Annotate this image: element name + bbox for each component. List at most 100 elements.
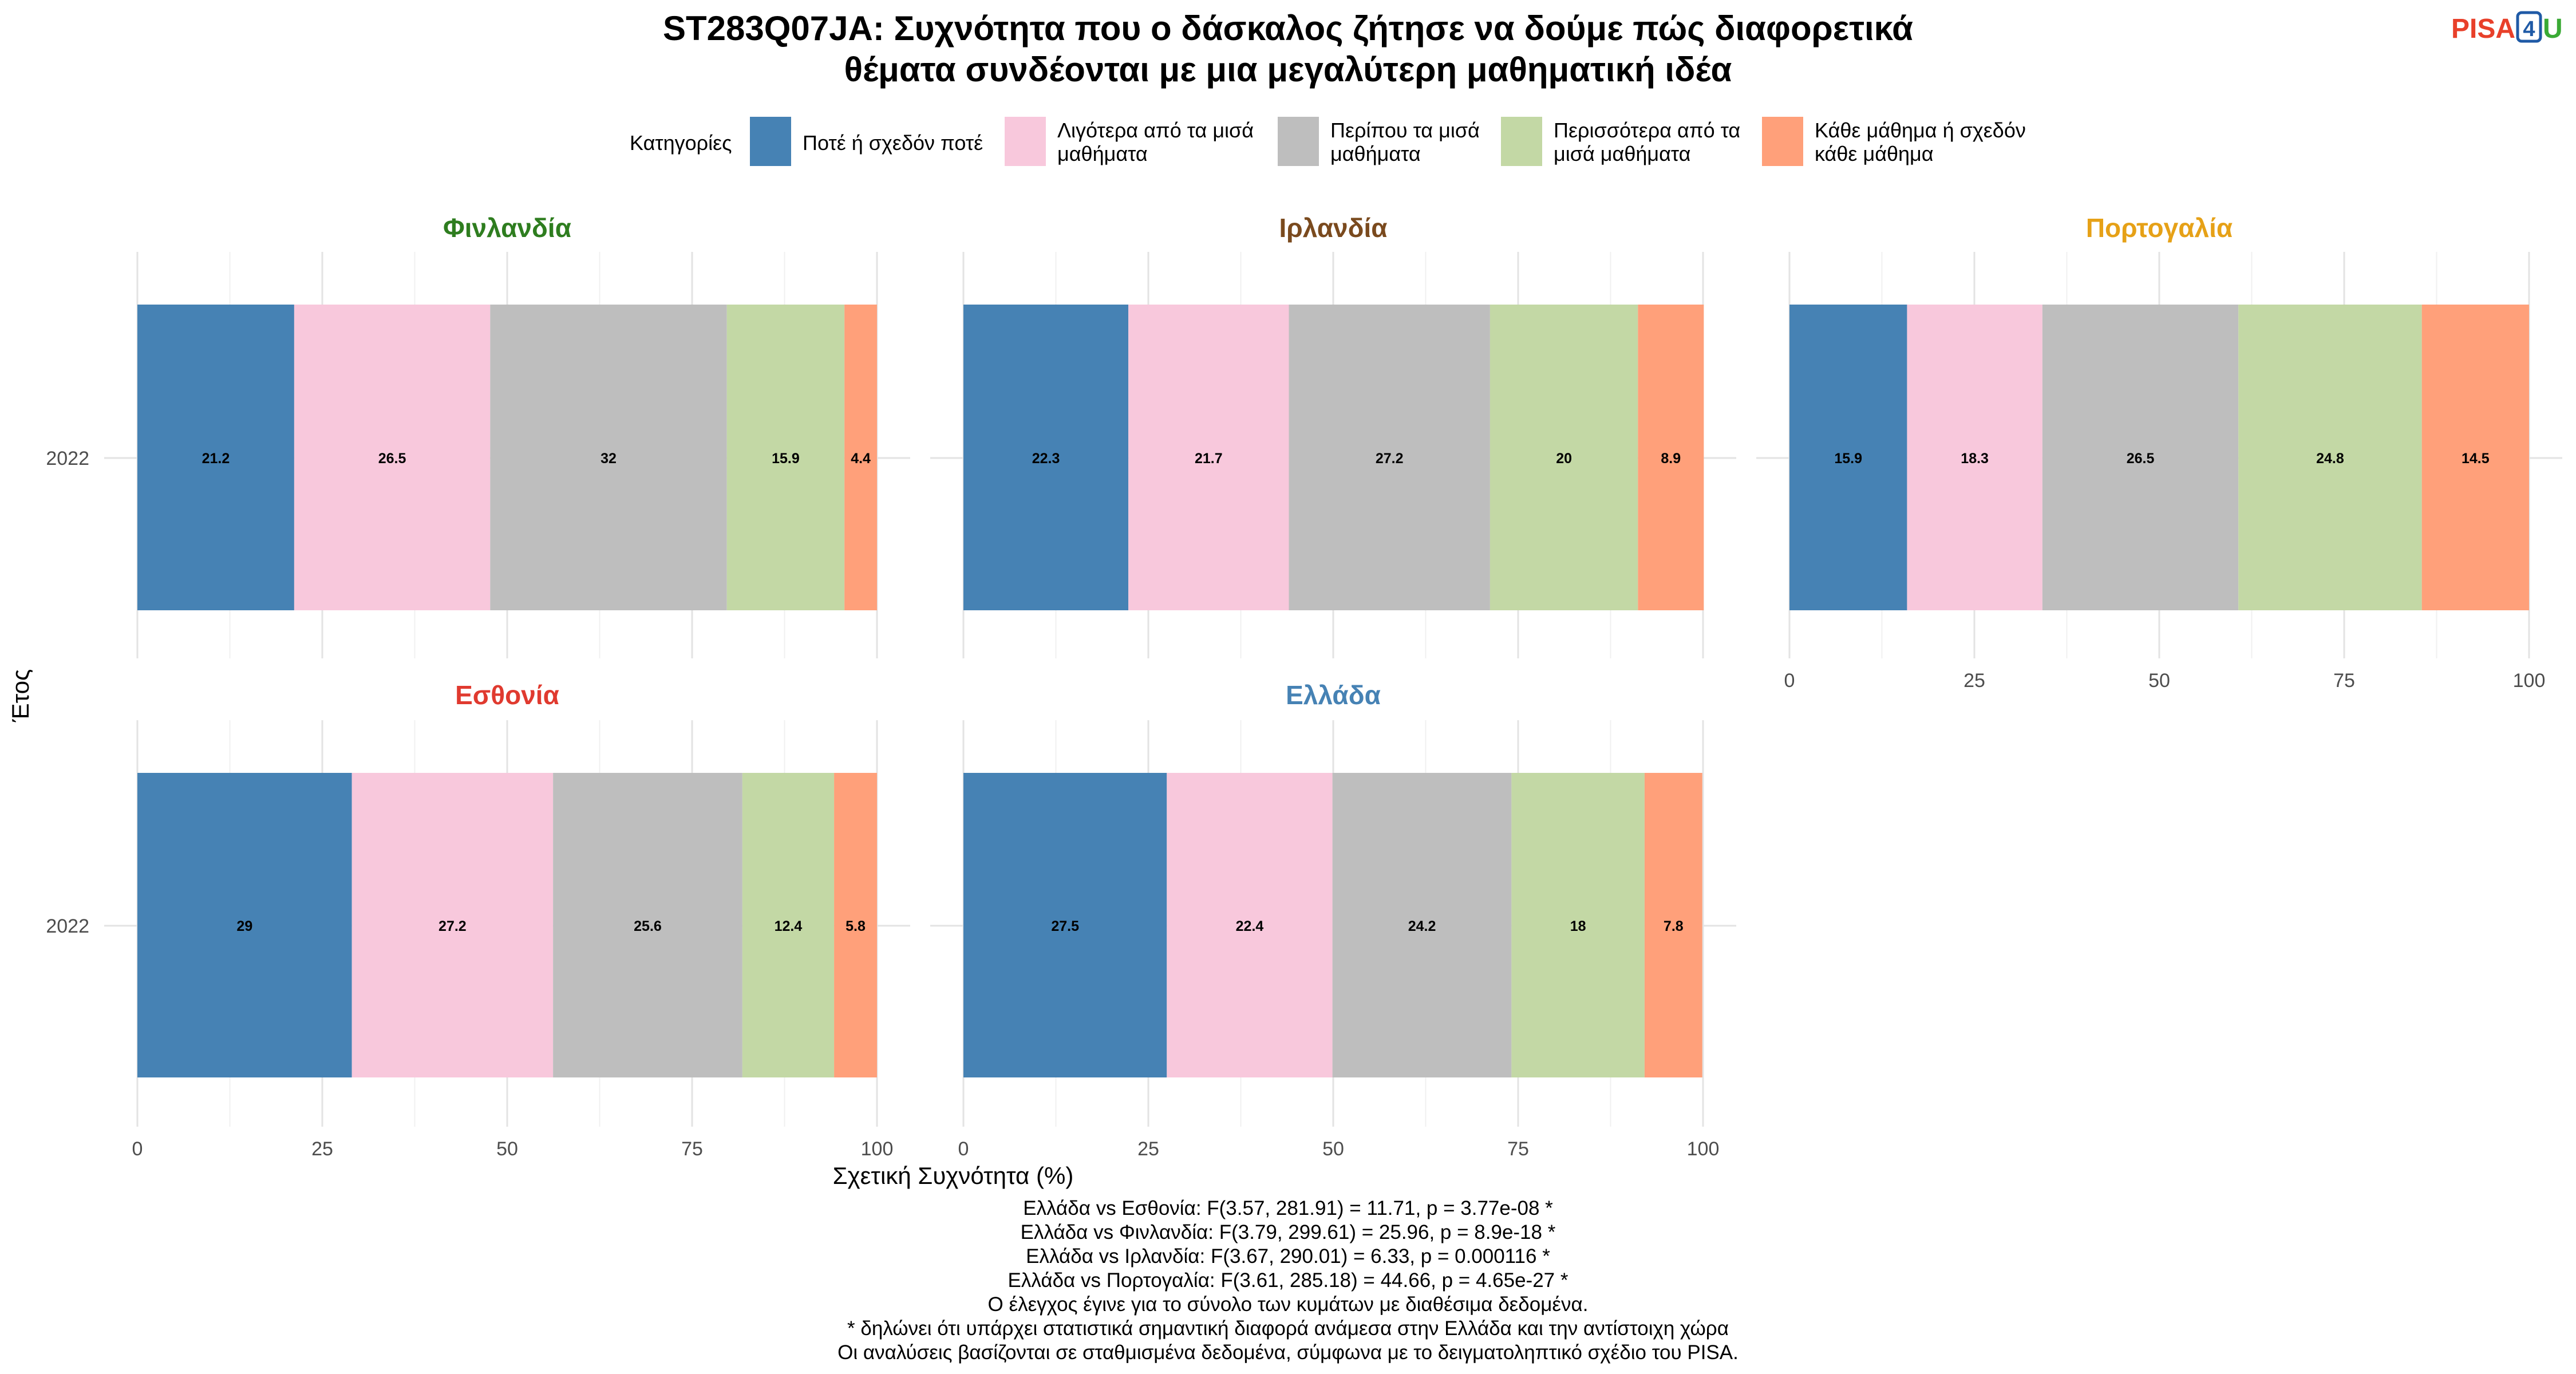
x-tick-label: 75	[1507, 1138, 1529, 1160]
bar-segment	[294, 305, 491, 610]
legend-label: κάθε μάθημα	[1815, 142, 1934, 165]
legend-label: Λιγότερα από τα μισά	[1057, 119, 1254, 142]
bar-segment	[1289, 305, 1490, 610]
x-tick-label: 0	[1784, 670, 1795, 692]
x-tick-label: 50	[2148, 670, 2170, 692]
x-tick-label: 75	[681, 1138, 703, 1160]
bar-value-label: 5.8	[846, 918, 866, 934]
x-tick-label: 0	[132, 1138, 143, 1160]
x-tick-label: 50	[1322, 1138, 1344, 1160]
bar-value-label: 22.3	[1032, 451, 1060, 467]
bar-value-label: 24.2	[1408, 918, 1436, 934]
bar-value-label: 20	[1556, 451, 1572, 467]
x-tick-label: 100	[1687, 1138, 1720, 1160]
facet-title: Εσθονία	[455, 680, 559, 710]
x-tick-label: 25	[311, 1138, 333, 1160]
bar-value-label: 7.8	[1664, 918, 1684, 934]
legend-swatch	[1278, 117, 1319, 166]
bar-value-label: 26.5	[2127, 451, 2155, 467]
footer-line: Ελλάδα vs Ιρλανδία: F(3.67, 290.01) = 6.…	[1026, 1245, 1550, 1268]
legend-label: Περισσότερα από τα	[1554, 119, 1740, 142]
footer-notes: Ελλάδα vs Εσθονία: F(3.57, 281.91) = 11.…	[837, 1197, 1739, 1364]
legend-title: Κατηγορίες	[630, 131, 732, 155]
bar-segment	[844, 305, 877, 610]
bar-value-label: 8.9	[1661, 451, 1681, 467]
facet-title: Φινλανδία	[443, 213, 571, 243]
bar-value-label: 18.3	[1961, 451, 1989, 467]
legend-swatch	[750, 117, 791, 166]
bar-value-label: 25.6	[634, 918, 662, 934]
bar-segment	[963, 305, 1129, 610]
bar-segment	[2238, 305, 2422, 610]
x-tick-label: 75	[2333, 670, 2355, 692]
bar-value-label: 12.4	[775, 918, 803, 934]
bar-value-label: 22.4	[1236, 918, 1264, 934]
x-tick-label: 50	[496, 1138, 518, 1160]
bar-value-label: 27.2	[1376, 451, 1404, 467]
bar-segment	[137, 773, 352, 1077]
bar-value-label: 29	[236, 918, 252, 934]
bar-value-label: 15.9	[1834, 451, 1862, 467]
bar-value-label: 14.5	[2462, 451, 2490, 467]
legend-label: Κάθε μάθημα ή σχεδόν	[1815, 119, 2026, 142]
logo-number-box	[2516, 11, 2542, 43]
x-tick-label: 25	[1137, 1138, 1159, 1160]
x-tick-label: 100	[861, 1138, 894, 1160]
legend: Κατηγορίες Ποτέ ή σχεδόν ποτέ Λιγότερα από…	[630, 117, 2026, 166]
footer-line: Οι αναλύσεις βασίζονται σε σταθμισμένα δ…	[837, 1341, 1739, 1364]
legend-label: μισά μαθήματα	[1554, 142, 1690, 165]
footer-line: Ελλάδα vs Εσθονία: F(3.57, 281.91) = 11.…	[1023, 1197, 1553, 1219]
facet-title: Ελλάδα	[1286, 680, 1381, 710]
facet-panel: Φινλανδία 2022 21.2 26.5 32 15.9 4.4	[46, 213, 910, 658]
legend-swatch	[1501, 117, 1542, 166]
legend-swatch	[1762, 117, 1803, 166]
bar-value-label: 32	[600, 451, 617, 467]
bar-segment	[1167, 773, 1333, 1077]
bar-value-label: 15.9	[772, 451, 800, 467]
bar-value-label: 21.2	[202, 451, 230, 467]
y-tick-label: 2022	[46, 915, 89, 937]
bar-segment	[742, 773, 835, 1077]
chart-title-line2: θέματα συνδέονται με μια μεγαλύτερη μαθη…	[844, 50, 1732, 89]
bar-segment	[1638, 305, 1704, 610]
pisa4u-logo: PISA 4 U	[2451, 11, 2563, 44]
x-tick-label: 100	[2513, 670, 2546, 692]
facet-title: Πορτογαλία	[2086, 213, 2233, 243]
bar-value-label: 4.4	[851, 451, 871, 467]
legend-label: Ποτέ ή σχεδόν ποτέ	[803, 131, 983, 155]
facet-panels: Φινλανδία 2022 21.2 26.5 32 15.9 4.4 Ιρλανδία 22…	[46, 213, 2562, 1160]
bar-segment	[963, 773, 1167, 1077]
bar-value-label: 27.5	[1051, 918, 1079, 934]
bar-segment	[553, 773, 742, 1077]
x-axis-title: Σχετική Συχνότητα (%)	[833, 1162, 1074, 1189]
legend-label: μαθήματα	[1330, 142, 1421, 165]
bar-value-label: 18	[1570, 918, 1586, 934]
footer-line: Ελλάδα vs Φινλανδία: F(3.79, 299.61) = 2…	[1021, 1221, 1556, 1243]
bar-segment	[834, 773, 877, 1077]
footer-line: Ελλάδα vs Πορτογαλία: F(3.61, 285.18) = …	[1008, 1269, 1568, 1292]
bar-segment	[2421, 305, 2529, 610]
logo-number: 4	[2523, 17, 2535, 41]
y-tick-label: 2022	[46, 448, 89, 469]
facet-panel: Ελλάδα 27.5 22.4 24.2 18 7.8 0 25 50 75 100	[930, 680, 1736, 1160]
bar-value-label: 21.7	[1195, 451, 1223, 467]
footer-line: * δηλώνει ότι υπάρχει στατιστικά σημαντι…	[847, 1317, 1729, 1340]
bar-segment	[1332, 773, 1512, 1077]
logo-pisa-text: PISA	[2451, 14, 2515, 44]
y-axis-title: Έτος	[7, 669, 34, 723]
bar-segment	[726, 305, 845, 610]
bar-segment	[1907, 305, 2042, 610]
footer-line: Ο έλεγχος έγινε για το σύνολο των κυμάτω…	[988, 1293, 1589, 1316]
legend-label: Περίπου τα μισά	[1330, 119, 1480, 142]
bar-value-label: 27.2	[438, 918, 467, 934]
bar-segment	[1789, 305, 1907, 610]
bar-segment	[1511, 773, 1645, 1077]
facet-title: Ιρλανδία	[1279, 213, 1387, 243]
chart-title-line1: ST283Q07JA: Συχνότητα που ο δάσκαλος ζήτ…	[663, 9, 1913, 48]
bar-value-label: 26.5	[378, 451, 406, 467]
legend-swatch	[1005, 117, 1046, 166]
x-tick-label: 0	[958, 1138, 969, 1160]
